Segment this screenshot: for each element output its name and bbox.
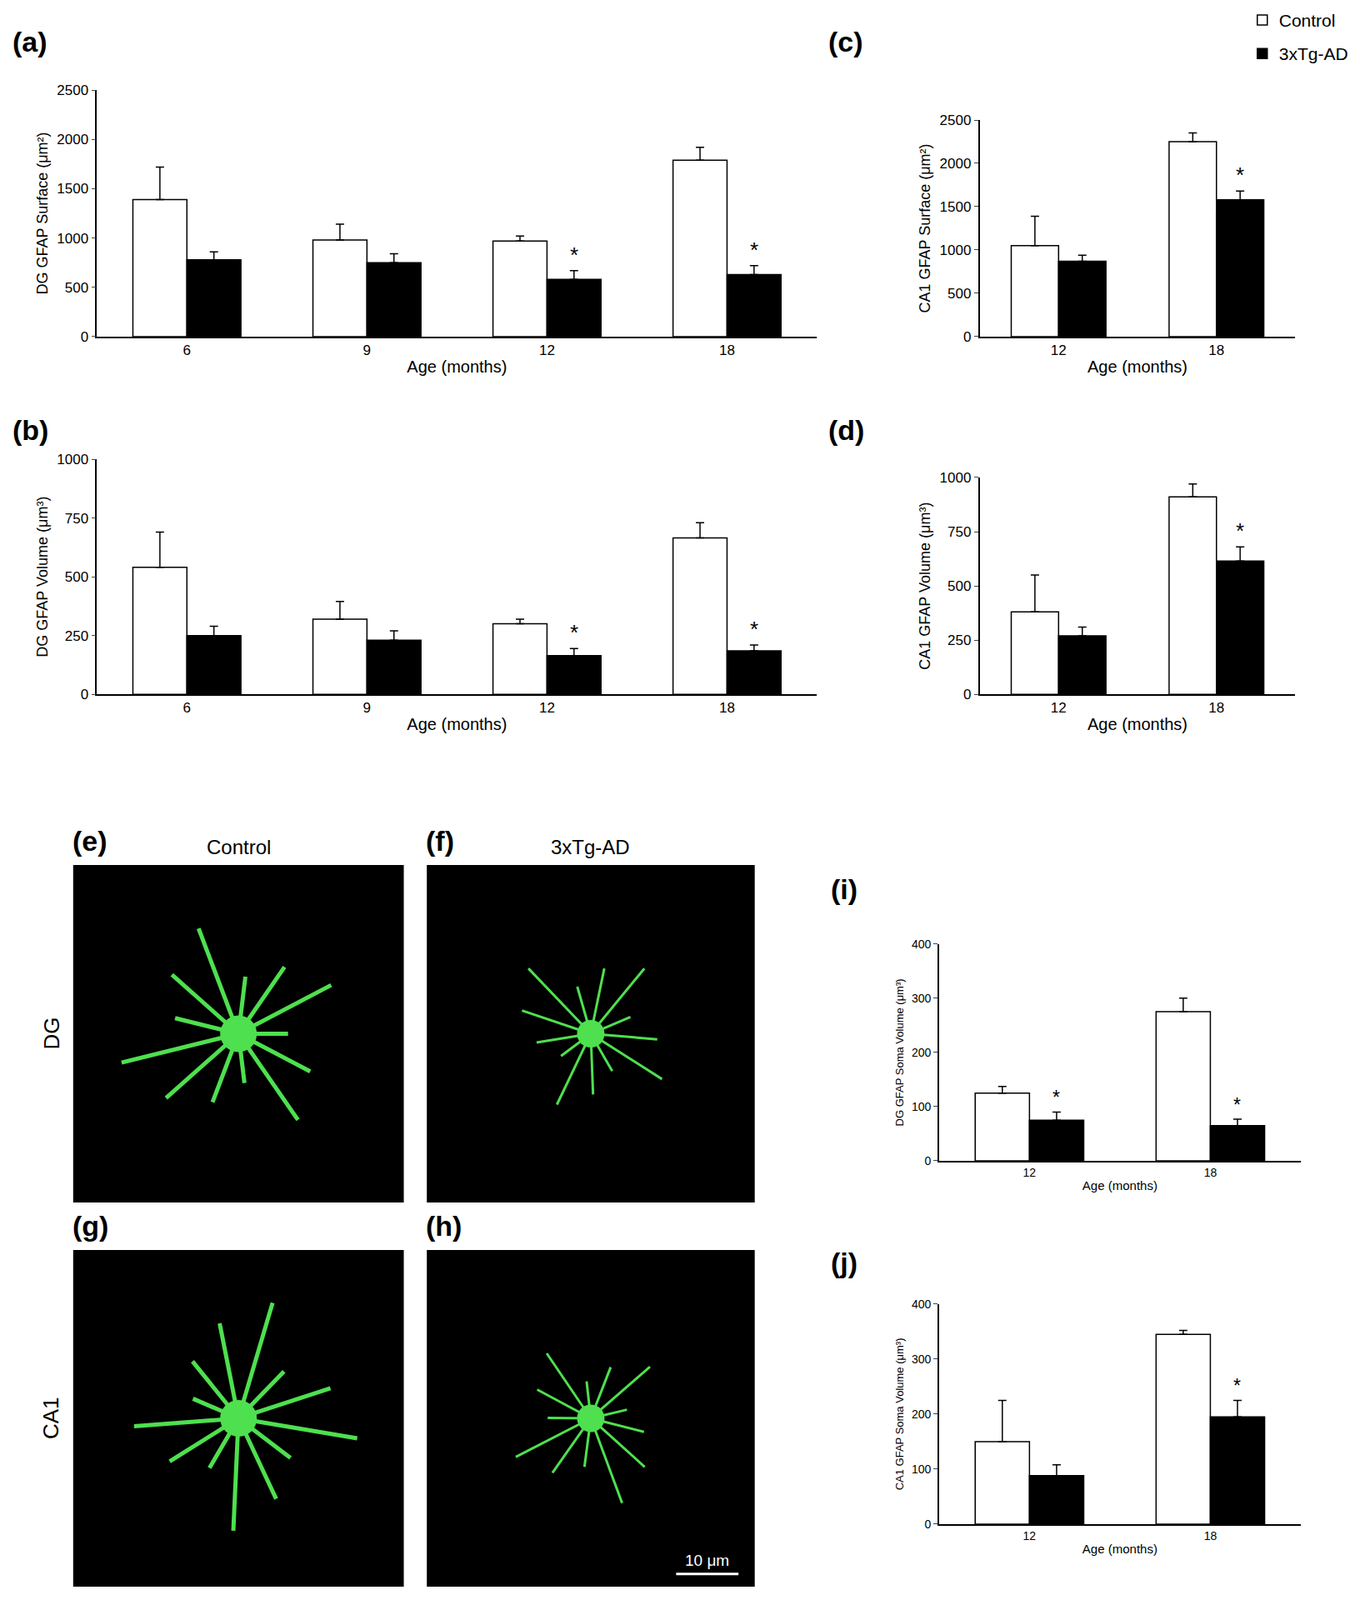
- svg-text:DG GFAP Volume (μm³): DG GFAP Volume (μm³): [34, 496, 51, 658]
- svg-text:Age (months): Age (months): [1082, 1541, 1158, 1556]
- svg-text:18: 18: [1204, 1165, 1218, 1180]
- svg-text:18: 18: [1208, 342, 1225, 359]
- svg-text:1000: 1000: [940, 470, 972, 486]
- svg-text:1000: 1000: [56, 451, 89, 468]
- svg-text:0: 0: [80, 686, 89, 703]
- svg-text:500: 500: [947, 578, 971, 595]
- svg-text:18: 18: [1208, 700, 1225, 716]
- svg-text:(d): (d): [828, 414, 865, 446]
- svg-text:*: *: [1233, 1094, 1241, 1116]
- svg-text:6: 6: [183, 342, 191, 359]
- svg-text:10 μm: 10 μm: [685, 1551, 730, 1570]
- svg-text:12: 12: [539, 700, 555, 716]
- svg-text:(e): (e): [72, 825, 108, 857]
- svg-text:300: 300: [911, 991, 932, 1005]
- svg-text:3xTg-AD: 3xTg-AD: [550, 835, 630, 859]
- svg-text:Age (months): Age (months): [406, 357, 507, 376]
- svg-text:400: 400: [911, 1297, 932, 1311]
- svg-text:0: 0: [924, 1154, 931, 1168]
- svg-text:(a): (a): [12, 25, 48, 58]
- svg-text:2500: 2500: [56, 82, 89, 99]
- svg-text:*: *: [1235, 518, 1245, 544]
- svg-text:1500: 1500: [56, 180, 89, 197]
- svg-text:(b): (b): [12, 414, 49, 446]
- svg-text:Age (months): Age (months): [1087, 715, 1188, 734]
- svg-text:750: 750: [947, 524, 971, 540]
- svg-text:DG GFAP Surface (μm²): DG GFAP Surface (μm²): [34, 131, 51, 295]
- svg-text:Age (months): Age (months): [406, 715, 507, 734]
- svg-text:1000: 1000: [940, 242, 972, 259]
- svg-text:100: 100: [911, 1100, 932, 1114]
- svg-text:Control: Control: [206, 835, 271, 859]
- svg-text:12: 12: [1050, 700, 1067, 716]
- svg-text:18: 18: [719, 700, 735, 716]
- svg-text:(g): (g): [72, 1210, 109, 1242]
- svg-text:300: 300: [911, 1352, 932, 1366]
- svg-text:12: 12: [1023, 1529, 1037, 1543]
- svg-text:200: 200: [911, 1045, 932, 1060]
- svg-text:Age (months): Age (months): [1087, 357, 1188, 376]
- svg-text:Control: Control: [1279, 10, 1336, 30]
- svg-text:9: 9: [363, 700, 371, 716]
- svg-text:(j): (j): [830, 1246, 858, 1279]
- svg-text:*: *: [570, 242, 579, 268]
- svg-text:(i): (i): [830, 873, 858, 905]
- svg-text:1000: 1000: [56, 230, 89, 247]
- svg-text:500: 500: [65, 280, 89, 296]
- svg-text:3xTg-AD: 3xTg-AD: [1279, 44, 1349, 64]
- svg-text:DG: DG: [39, 1017, 65, 1050]
- svg-text:12: 12: [1050, 342, 1067, 359]
- svg-text:DG GFAP Soma Volume (μm³): DG GFAP Soma Volume (μm³): [893, 978, 906, 1126]
- svg-text:500: 500: [65, 569, 89, 585]
- svg-text:1500: 1500: [940, 199, 972, 215]
- svg-text:*: *: [1052, 1086, 1060, 1109]
- svg-text:200: 200: [911, 1407, 932, 1421]
- svg-text:0: 0: [963, 686, 971, 703]
- svg-text:*: *: [750, 616, 759, 642]
- svg-text:750: 750: [65, 510, 89, 527]
- svg-text:100: 100: [911, 1462, 932, 1476]
- svg-text:0: 0: [963, 329, 971, 345]
- svg-text:CA1 GFAP Soma Volume (μm³): CA1 GFAP Soma Volume (μm³): [893, 1337, 906, 1490]
- svg-text:*: *: [1233, 1375, 1241, 1397]
- svg-text:18: 18: [719, 342, 735, 359]
- svg-text:2500: 2500: [940, 112, 972, 129]
- svg-text:(c): (c): [828, 25, 864, 58]
- svg-text:Age (months): Age (months): [1082, 1178, 1158, 1193]
- svg-text:*: *: [570, 620, 579, 645]
- svg-text:12: 12: [1023, 1165, 1037, 1180]
- svg-text:2000: 2000: [56, 131, 89, 148]
- svg-text:CA1 GFAP Surface (μm²): CA1 GFAP Surface (μm²): [916, 143, 934, 313]
- svg-text:250: 250: [947, 632, 971, 649]
- svg-text:18: 18: [1204, 1529, 1218, 1543]
- svg-text:(h): (h): [425, 1210, 462, 1242]
- svg-text:500: 500: [947, 285, 971, 302]
- svg-text:0: 0: [80, 329, 89, 345]
- svg-text:*: *: [750, 237, 759, 263]
- svg-text:2000: 2000: [940, 155, 972, 172]
- svg-text:12: 12: [539, 342, 555, 359]
- svg-text:0: 0: [924, 1517, 931, 1531]
- svg-text:9: 9: [363, 342, 371, 359]
- svg-text:(f): (f): [425, 825, 455, 857]
- svg-text:400: 400: [911, 937, 932, 951]
- svg-text:*: *: [1235, 162, 1245, 188]
- svg-text:250: 250: [65, 628, 89, 645]
- svg-text:6: 6: [183, 700, 191, 716]
- svg-text:CA1: CA1: [38, 1396, 64, 1440]
- svg-text:CA1 GFAP Volume (μm³): CA1 GFAP Volume (μm³): [916, 502, 934, 670]
